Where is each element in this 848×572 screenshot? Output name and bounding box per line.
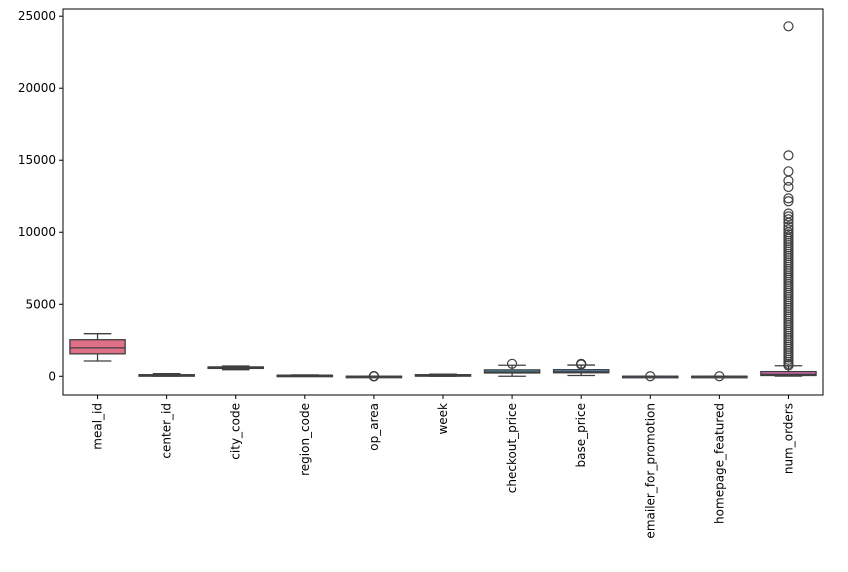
outlier-point [368, 371, 380, 382]
iqr-box [760, 370, 817, 377]
x-tick-label-base_price: base_price [574, 403, 588, 467]
box-meal_id [69, 333, 126, 362]
outlier-point [714, 371, 725, 382]
box-city_code [207, 365, 265, 371]
outlier-point [783, 214, 794, 225]
outlier-point [506, 358, 518, 369]
box-op_area [345, 371, 403, 382]
x-axis: meal_id center_id city_code region_code op_a… [91, 395, 795, 539]
axes-frame [62, 8, 824, 396]
box-homepage_featured [691, 371, 748, 382]
y-tick-label: 10000 [18, 225, 56, 239]
y-tick-label: 5000 [25, 297, 56, 311]
x-tick-label-checkout_price: checkout_price [505, 403, 519, 493]
outlier-point [783, 175, 794, 186]
box-emailer_for_promotion [621, 371, 679, 382]
x-tick-label-homepage_featured: homepage_featured [712, 403, 726, 524]
x-tick-label-week: week [436, 403, 450, 435]
outlier-point [783, 150, 794, 161]
x-tick-label-city_code: city_code [229, 403, 243, 460]
plot-area [69, 21, 817, 382]
outlier-point [783, 181, 794, 193]
box-num_orders [760, 21, 817, 377]
outlier-point [783, 211, 794, 222]
outlier-point [783, 193, 794, 204]
box-center_id [138, 372, 195, 377]
outlier-point [783, 221, 794, 232]
x-tick-label-region_code: region_code [298, 403, 312, 476]
y-tick-label: 0 [48, 369, 56, 383]
y-tick-label: 15000 [18, 153, 56, 167]
outlier-point [783, 360, 794, 371]
outlier-point [576, 358, 587, 369]
box-checkout_price [483, 358, 541, 377]
box-base_price [552, 358, 610, 377]
x-tick-label-op_area: op_area [367, 403, 381, 451]
box-region_code [276, 374, 334, 378]
y-tick-label: 25000 [18, 9, 56, 23]
x-tick-label-center_id: center_id [160, 403, 174, 459]
x-tick-label-num_orders: num_orders [781, 403, 795, 474]
x-tick-label-meal_id: meal_id [91, 403, 105, 450]
iqr-box [69, 339, 126, 355]
outlier-point [645, 371, 656, 382]
x-tick-label-emailer_for_promotion: emailer_for_promotion [643, 403, 657, 539]
box-week [414, 373, 472, 377]
y-axis: 0 5000 10000 15000 20000 25000 [18, 9, 63, 383]
outlier-point [783, 166, 794, 177]
outlier-point [783, 21, 794, 32]
outlier-point [783, 196, 794, 207]
y-tick-label: 20000 [18, 81, 56, 95]
